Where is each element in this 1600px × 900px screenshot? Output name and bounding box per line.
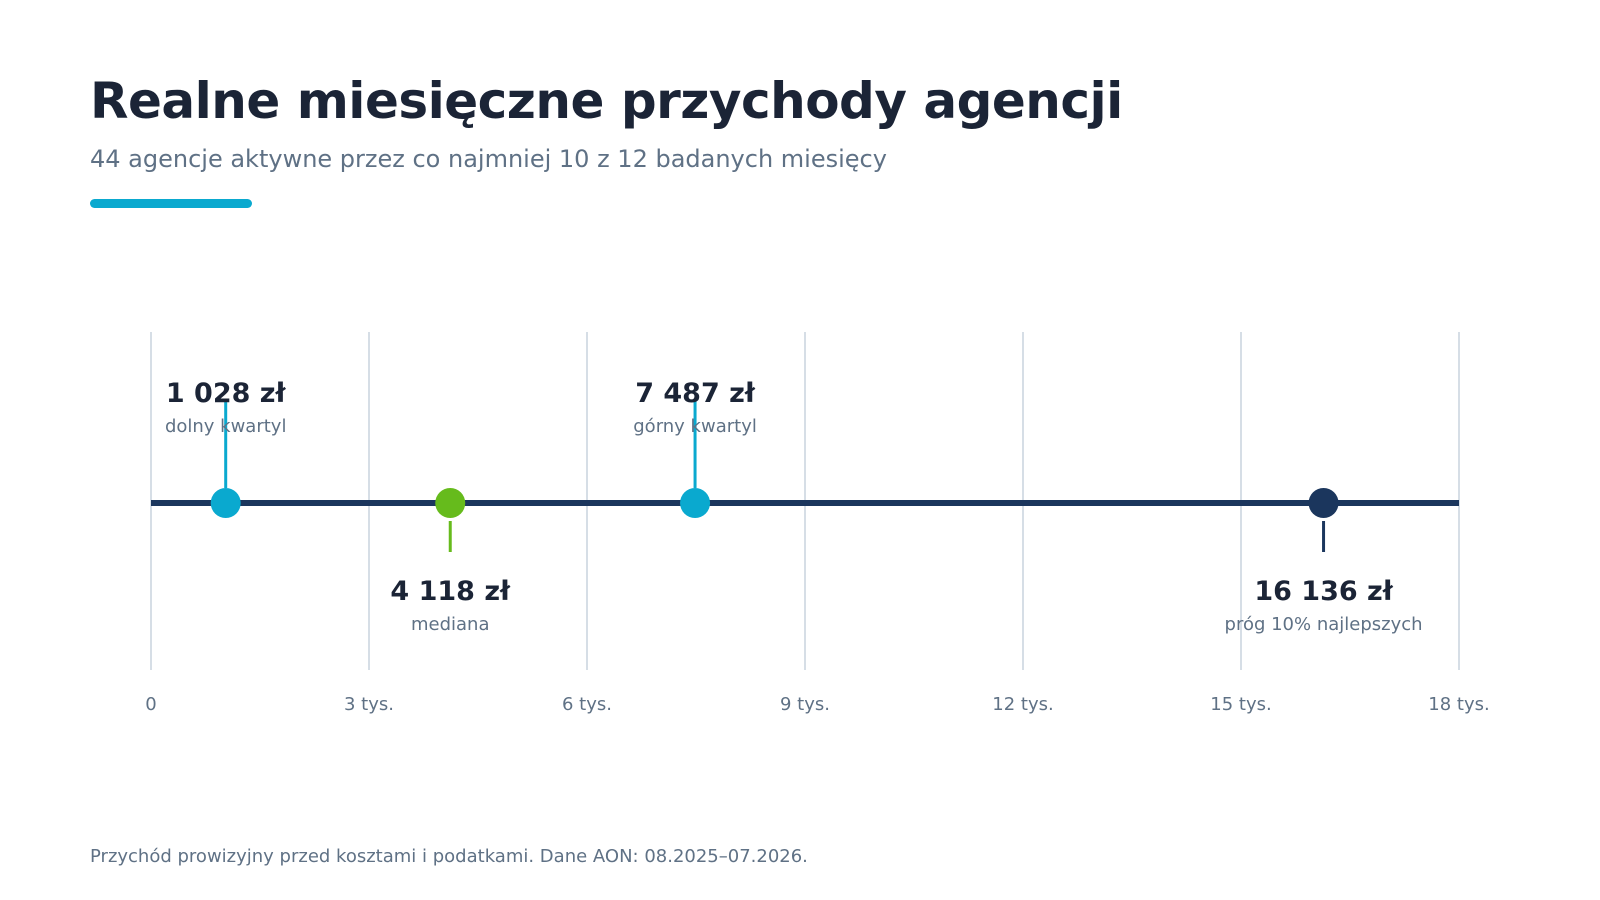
data-point-top-10-threshold [1308, 488, 1339, 518]
x-tick-label: 18 tys. [1428, 694, 1489, 715]
value-label: 7 487 zł [635, 378, 756, 409]
point-caption: mediana [411, 614, 490, 635]
point-caption: górny kwartyl [633, 416, 757, 437]
point-caption: dolny kwartyl [165, 416, 287, 437]
chart-subtitle: 44 agencje aktywne przez co najmniej 10 … [90, 145, 887, 173]
x-tick-label: 6 tys. [562, 694, 612, 715]
data-point-median [435, 488, 466, 518]
footnote: Przychód prowizyjny przed kosztami i pod… [90, 846, 808, 867]
title-accent-bar [90, 199, 252, 208]
data-point-lower-quartile [210, 488, 241, 518]
data-point-upper-quartile [680, 488, 711, 518]
value-label: 16 136 zł [1254, 576, 1393, 607]
chart-title: Realne miesięczne przychody agencji [90, 72, 1123, 130]
point-caption: próg 10% najlepszych [1225, 614, 1423, 635]
x-tick-label: 0 [145, 694, 156, 715]
x-tick-label: 15 tys. [1210, 694, 1271, 715]
x-tick-label: 12 tys. [992, 694, 1053, 715]
value-label: 1 028 zł [166, 378, 287, 409]
x-tick-label: 9 tys. [780, 694, 830, 715]
value-label: 4 118 zł [390, 576, 511, 607]
x-tick-label: 3 tys. [344, 694, 394, 715]
